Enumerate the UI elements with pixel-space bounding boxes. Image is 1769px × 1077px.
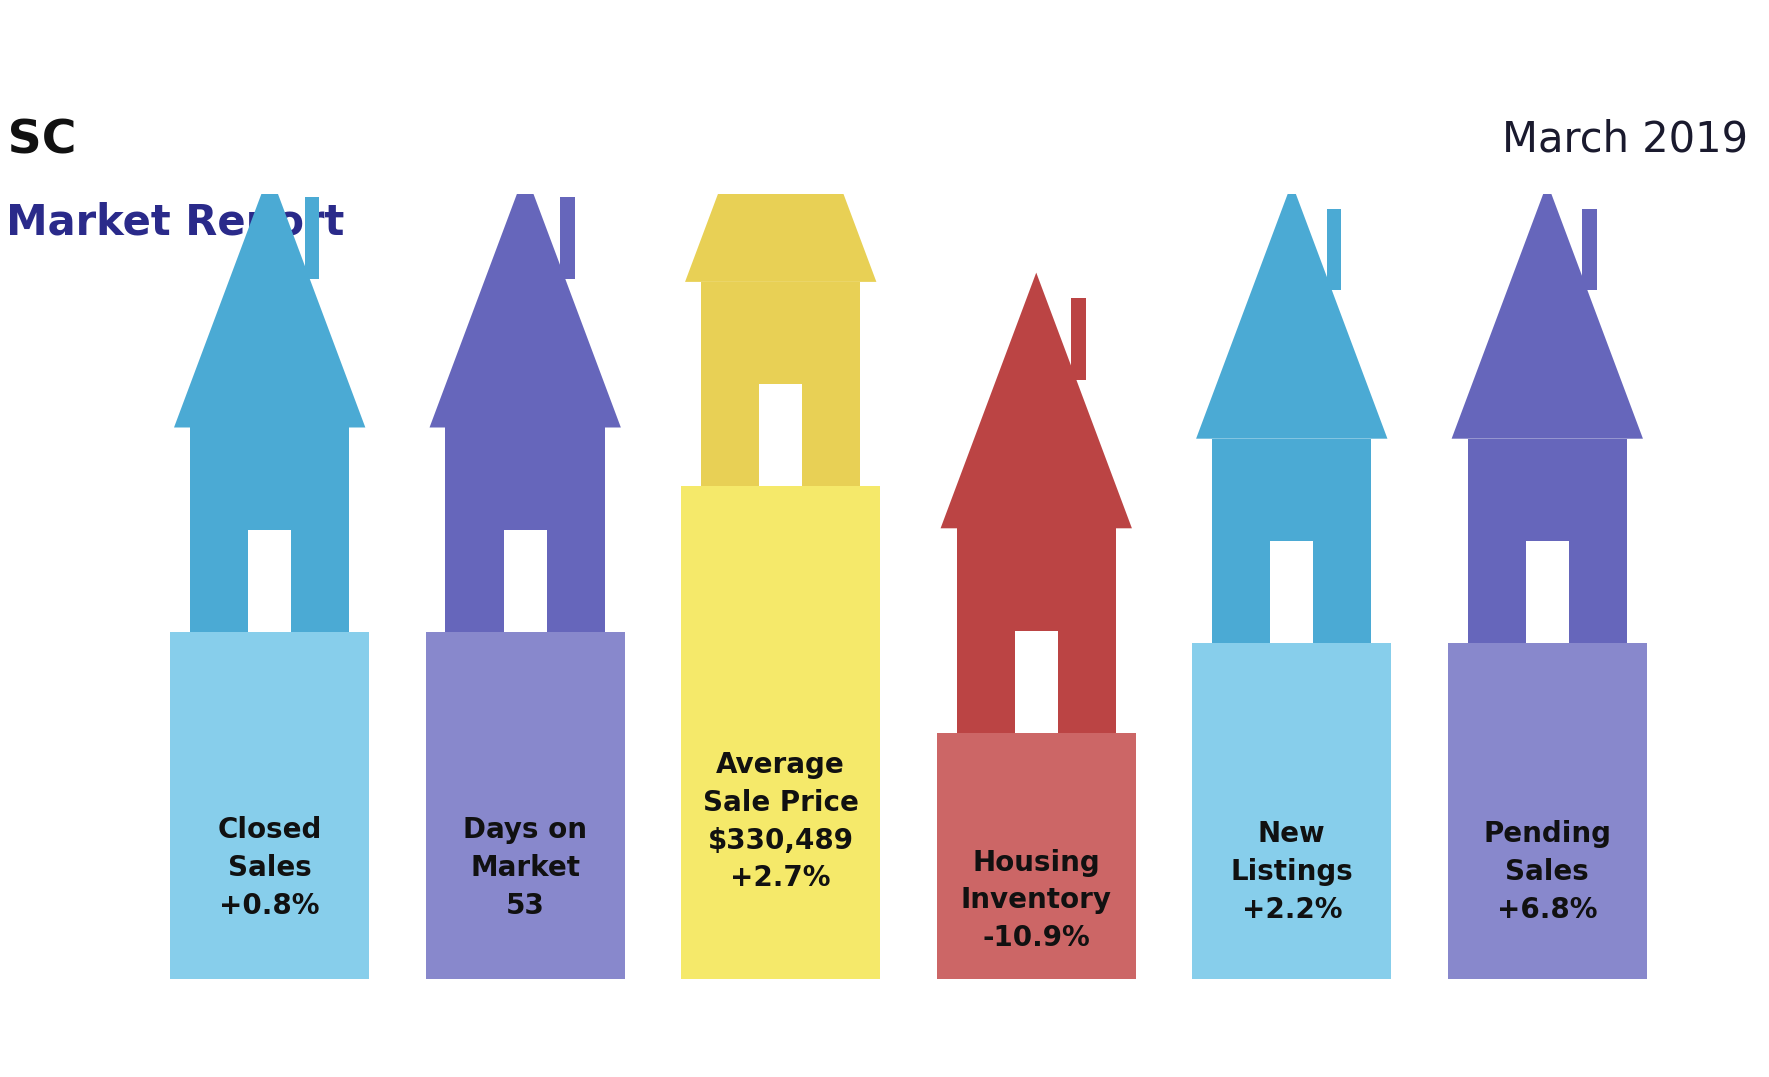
Bar <box>701 282 860 487</box>
Polygon shape <box>1452 183 1643 438</box>
Bar <box>1192 643 1392 979</box>
Bar <box>426 632 624 979</box>
Bar <box>1447 643 1647 979</box>
Bar <box>681 487 881 979</box>
Bar <box>1212 438 1371 643</box>
Text: Housing Market Report: Housing Market Report <box>0 202 345 244</box>
Polygon shape <box>430 172 621 428</box>
Bar <box>1327 209 1341 291</box>
Bar <box>304 197 318 279</box>
Bar <box>1581 209 1597 291</box>
Text: Average
Sale Price
$330,489
+2.7%: Average Sale Price $330,489 +2.7% <box>702 751 858 893</box>
Bar <box>1525 541 1569 643</box>
Bar <box>561 197 575 279</box>
Text: Closed
Sales
+0.8%: Closed Sales +0.8% <box>218 816 322 920</box>
Text: Days on
Market
53: Days on Market 53 <box>463 816 587 920</box>
Polygon shape <box>685 26 876 282</box>
Text: New
Listings
+2.2%: New Listings +2.2% <box>1231 820 1353 924</box>
Text: Housing
Inventory
-10.9%: Housing Inventory -10.9% <box>961 849 1111 952</box>
Bar <box>1072 298 1086 380</box>
Bar <box>816 52 830 134</box>
Bar <box>759 384 803 487</box>
Bar <box>170 632 370 979</box>
Bar <box>1270 541 1313 643</box>
Polygon shape <box>173 172 366 428</box>
Text: Pending
Sales
+6.8%: Pending Sales +6.8% <box>1482 820 1612 924</box>
Bar <box>248 530 292 632</box>
Bar <box>957 529 1116 732</box>
Bar <box>936 732 1136 979</box>
Bar <box>446 428 605 632</box>
Bar <box>1015 630 1058 732</box>
Text: March 2019: March 2019 <box>1502 118 1748 160</box>
Text: Fort Mill, SC: Fort Mill, SC <box>0 118 76 164</box>
Bar <box>1468 438 1627 643</box>
Polygon shape <box>1196 183 1387 438</box>
Polygon shape <box>941 272 1132 529</box>
Bar <box>504 530 547 632</box>
Bar <box>189 428 350 632</box>
